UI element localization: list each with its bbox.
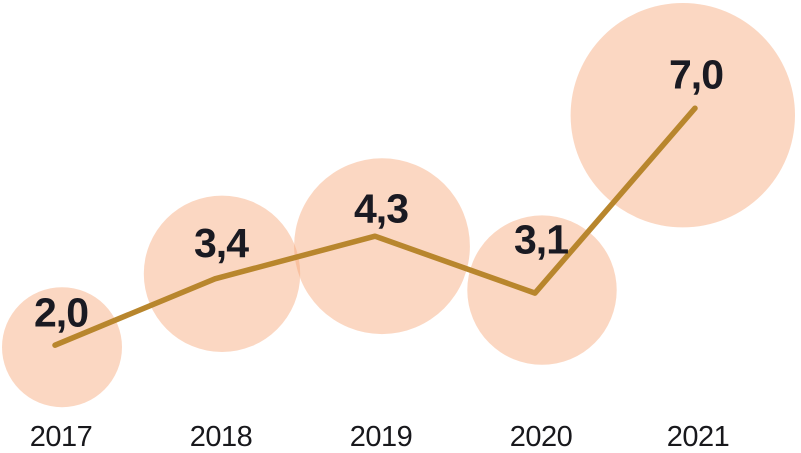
x-tick-label-2021: 2021 [667, 421, 730, 453]
bubble-2017 [2, 287, 122, 408]
x-tick-label-2020: 2020 [510, 421, 573, 453]
bubble-2018 [143, 195, 301, 352]
value-label-group: 2,0 3,4 4,3 3,1 7,0 [34, 52, 724, 336]
x-tick-label-2019: 2019 [350, 421, 413, 453]
value-label-2018: 3,4 [194, 220, 249, 266]
bubble-2019 [294, 158, 470, 335]
value-label-2019: 4,3 [354, 186, 408, 232]
trend-line [52, 105, 698, 348]
bubble-2021 [570, 3, 795, 228]
bubble-2020 [467, 215, 617, 365]
bubble-group [2, 3, 795, 408]
x-tick-label-2017: 2017 [30, 421, 93, 453]
value-label-2020: 3,1 [514, 216, 568, 262]
value-label-2021: 7,0 [669, 52, 723, 98]
x-tick-label-2018: 2018 [190, 421, 253, 453]
value-label-2017: 2,0 [34, 290, 88, 336]
x-axis-labels: 2017 2018 2019 2020 2021 [30, 421, 730, 453]
